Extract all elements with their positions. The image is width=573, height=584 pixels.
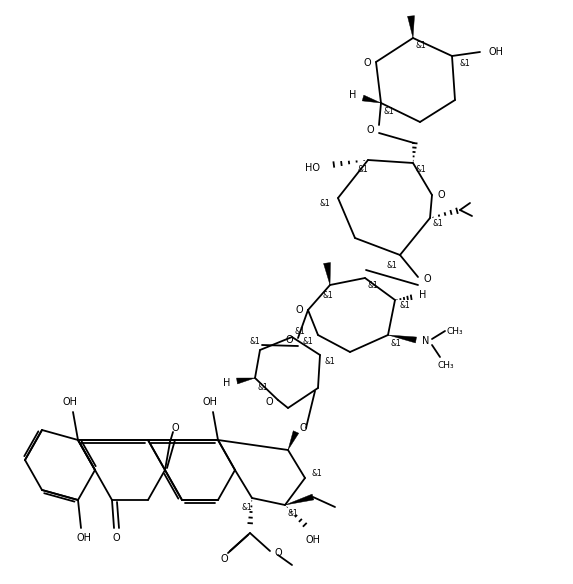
Polygon shape [362, 95, 381, 103]
Text: &1: &1 [288, 509, 299, 517]
Polygon shape [285, 494, 314, 505]
Text: O: O [220, 554, 228, 564]
Text: O: O [112, 533, 120, 543]
Text: &1: &1 [323, 290, 333, 300]
Text: &1: &1 [368, 281, 378, 290]
Text: HO: HO [305, 163, 320, 173]
Text: &1: &1 [312, 468, 323, 478]
Text: &1: &1 [415, 41, 426, 50]
Text: &1: &1 [460, 60, 470, 68]
Text: O: O [423, 274, 431, 284]
Text: H: H [419, 290, 427, 300]
Text: &1: &1 [384, 106, 394, 116]
Polygon shape [388, 335, 417, 343]
Text: H: H [223, 378, 231, 388]
Polygon shape [407, 16, 414, 38]
Text: H: H [350, 90, 356, 100]
Polygon shape [324, 263, 331, 285]
Text: CH₃: CH₃ [447, 328, 464, 336]
Text: OH: OH [305, 535, 320, 545]
Text: &1: &1 [415, 165, 426, 173]
Text: O: O [265, 397, 273, 407]
Text: &1: &1 [399, 301, 410, 311]
Text: OH: OH [489, 47, 504, 57]
Text: &1: &1 [258, 384, 268, 392]
Text: &1: &1 [320, 200, 331, 208]
Text: O: O [299, 423, 307, 433]
Text: CH₃: CH₃ [438, 360, 454, 370]
Text: &1: &1 [325, 356, 335, 366]
Text: &1: &1 [433, 218, 444, 228]
Polygon shape [237, 378, 255, 384]
Text: O: O [171, 423, 179, 433]
Text: &1: &1 [295, 328, 305, 336]
Text: OH: OH [77, 533, 92, 543]
Text: O: O [437, 190, 445, 200]
Text: &1: &1 [387, 260, 397, 269]
Polygon shape [288, 431, 299, 450]
Text: &1: &1 [391, 339, 401, 347]
Text: OH: OH [202, 397, 218, 407]
Text: O: O [295, 305, 303, 315]
Text: N: N [422, 336, 430, 346]
Text: &1: &1 [242, 503, 252, 513]
Text: &1: &1 [250, 338, 260, 346]
Text: O: O [285, 335, 293, 345]
Text: &1: &1 [303, 336, 313, 346]
Text: &1: &1 [358, 165, 368, 175]
Text: O: O [363, 58, 371, 68]
Text: O: O [274, 548, 282, 558]
Text: OH: OH [62, 397, 77, 407]
Text: O: O [366, 125, 374, 135]
